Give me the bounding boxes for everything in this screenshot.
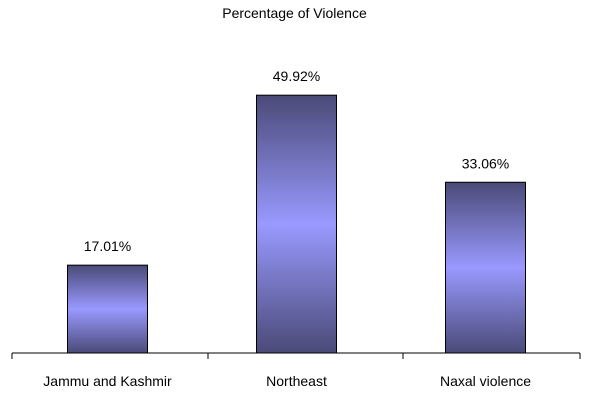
- bar-jammu-and-kashmir: [67, 264, 148, 354]
- x-tick-label-jammu-and-kashmir: Jammu and Kashmir: [43, 373, 172, 389]
- bars-layer: [67, 94, 526, 354]
- x-axis: [11, 352, 581, 359]
- x-tick-label-northeast: Northeast: [266, 373, 327, 389]
- x-tick-label-naxal-violence: Naxal violence: [440, 373, 531, 389]
- data-label-northeast: 49.92%: [273, 68, 320, 84]
- data-label-jammu-and-kashmir: 17.01%: [84, 238, 131, 254]
- bar-naxal-violence: [445, 181, 526, 354]
- bar-northeast: [256, 94, 337, 354]
- data-label-naxal-violence: 33.06%: [462, 155, 509, 171]
- labels-layer: 17.01% Jammu and Kashmir 49.92% Northeast 33…: [43, 68, 531, 389]
- chart-title: Percentage of Violence: [222, 5, 367, 21]
